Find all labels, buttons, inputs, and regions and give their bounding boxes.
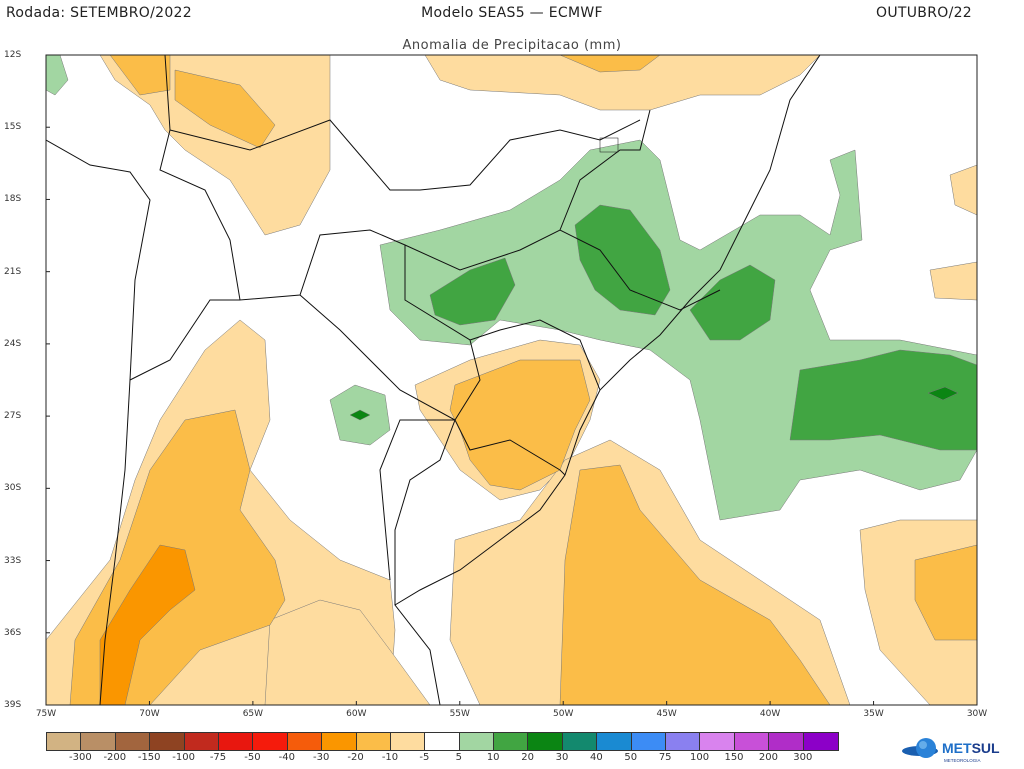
lon-label: 70W — [139, 709, 160, 719]
colorbar-label: 300 — [793, 752, 813, 763]
colorbar-label: -40 — [278, 752, 295, 763]
lat-label: 39S — [4, 700, 22, 710]
colorbar-label: -100 — [172, 752, 195, 763]
lat-label: 15S — [4, 122, 22, 133]
colorbar-swatch — [528, 733, 563, 750]
colorbar-label: 200 — [758, 752, 778, 763]
colorbar-label: 50 — [624, 752, 638, 763]
svg-text:METSUL: METSUL — [942, 740, 1000, 756]
colorbar-label: 150 — [724, 752, 744, 763]
colorbar-swatch — [150, 733, 185, 750]
colorbar-swatch — [47, 733, 82, 750]
colorbar-swatch — [700, 733, 735, 750]
contours-green — [429, 204, 977, 451]
colorbar-label: 75 — [658, 752, 672, 763]
colorbar-swatch — [494, 733, 529, 750]
metsul-logo: METSUL METEOROLOGIA — [902, 738, 1000, 763]
lat-label: 21S — [4, 266, 22, 277]
lat-label: 33S — [4, 555, 22, 566]
colorbar-label: 100 — [690, 752, 710, 763]
colorbar-label: 10 — [486, 752, 500, 763]
colorbar-swatch — [803, 733, 838, 750]
colorbar-swatch — [425, 733, 460, 750]
colorbar-label: -50 — [244, 752, 261, 763]
lat-label: 27S — [4, 411, 22, 422]
colorbar-swatch — [769, 733, 804, 750]
colorbar-swatch — [356, 733, 391, 750]
model-title: Modelo SEAS5 — ECMWF — [421, 5, 603, 21]
colorbar-label: -300 — [69, 752, 92, 763]
lat-label: 24S — [4, 338, 22, 349]
colorbar-swatch — [115, 733, 151, 750]
lon-label: 75W — [35, 709, 57, 719]
lat-label: 18S — [4, 194, 22, 205]
colorbar-swatch — [390, 733, 426, 750]
colorbar-label: -200 — [103, 752, 127, 763]
colorbar-swatch — [631, 733, 667, 750]
colorbar-swatch — [218, 733, 254, 750]
colorbar-label: -10 — [381, 752, 399, 763]
colorbar-label: 40 — [590, 752, 603, 763]
lon-label: 30W — [966, 709, 988, 719]
colorbar-swatch — [734, 733, 770, 750]
colorbar-swatch — [459, 733, 495, 750]
colorbar-swatch — [322, 733, 357, 750]
run-label: Rodada: SETEMBRO/2022 — [6, 5, 192, 21]
lat-label: 12S — [4, 50, 22, 60]
svg-text:METEOROLOGIA: METEOROLOGIA — [944, 758, 981, 763]
colorbar — [46, 732, 839, 751]
contours-dark-green — [349, 386, 959, 421]
colorbar-label: 5 — [455, 752, 462, 763]
forecast-month: OUTUBRO/22 — [876, 5, 972, 21]
colorbar-label: 20 — [521, 752, 534, 763]
colorbar-swatch — [562, 733, 598, 750]
colorbar-label: -75 — [209, 752, 227, 763]
colorbar-label: -150 — [137, 752, 161, 763]
colorbar-swatch — [81, 733, 116, 750]
colorbar-swatch — [253, 733, 288, 750]
lon-label: 45W — [656, 709, 677, 719]
colorbar-label: 30 — [555, 752, 569, 763]
lon-label: 50W — [553, 709, 574, 719]
lon-label: 60W — [346, 709, 367, 719]
map-subtitle: Anomalia de Precipitacao (mm) — [402, 38, 622, 53]
lat-label: 30S — [4, 483, 22, 494]
colorbar-swatch — [597, 733, 632, 750]
lat-label: 36S — [4, 627, 22, 638]
contours-dark-orange — [99, 544, 196, 705]
lon-label: 40W — [759, 709, 781, 719]
colorbar-swatch — [184, 733, 219, 750]
borders — [46, 55, 821, 705]
lon-label: 35W — [863, 709, 884, 719]
colorbar-label: -5 — [419, 752, 430, 763]
lon-label: 55W — [449, 709, 470, 719]
lon-label: 65W — [242, 709, 264, 719]
colorbar-label: -20 — [347, 752, 364, 763]
colorbar-swatch — [287, 733, 323, 750]
colorbar-label: -30 — [313, 752, 330, 763]
colorbar-swatch — [666, 733, 701, 750]
